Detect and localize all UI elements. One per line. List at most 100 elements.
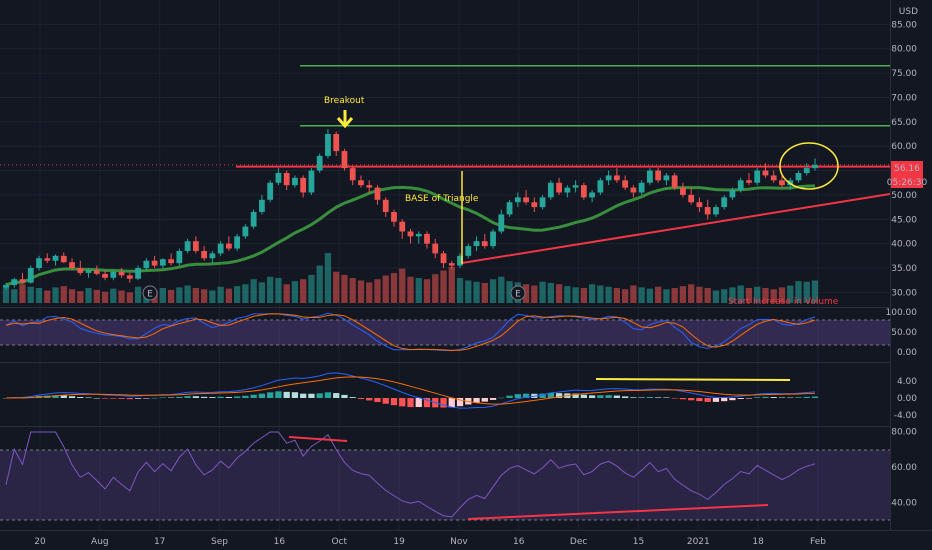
volume-bar [432,274,439,303]
candle-body [490,231,496,247]
price-tick-label-8: 45.00 [891,215,917,225]
volume-bar [283,284,290,303]
candle-body [176,250,183,264]
candle [490,229,496,249]
volume-bar [547,283,554,303]
volume-bar [481,283,488,303]
volume-bar [176,287,183,303]
candle [514,192,521,208]
candle [671,172,678,191]
candle [680,182,686,198]
time-tick-label-11: 2021 [687,537,710,547]
candle [209,250,216,264]
volume-bar [407,276,414,303]
volume-bar [423,279,431,303]
volume-bar [704,288,711,303]
macd-histogram-bar [704,398,711,402]
volume-bar [110,288,117,303]
candle-body [613,175,620,181]
volume-bar [291,281,299,303]
candle [572,180,579,193]
macd-histogram-bar [52,395,59,398]
candle-body [283,172,290,186]
rsi-band [0,450,890,520]
volume-annotation: Start Increase in Volume [728,297,839,307]
macd-histogram-bar [473,398,480,403]
candle-body [762,170,769,176]
volume-bar [85,288,92,303]
candle [283,170,290,191]
time-tick-label-5: Oct [331,537,347,547]
candle [613,168,620,183]
candle [135,265,141,281]
macd-histogram-bar [167,397,175,399]
candle [225,236,232,251]
candle-body [655,170,662,181]
candle-body [638,182,645,193]
time-tick-label-8: 16 [513,537,525,547]
candle [638,180,645,195]
macd-histogram-bar [630,397,637,398]
candle [605,170,612,186]
volume-bar [60,286,67,303]
candle-body [713,207,719,215]
macd-histogram-bar [745,398,753,399]
breakout-arrow-icon [336,110,354,129]
volume-bar [52,287,59,303]
earnings-marker-2-label: E [515,290,521,300]
rsi-tick-label-1: 60.00 [891,463,917,473]
macd-histogram-bar [349,397,356,398]
macd-histogram-bar [795,397,802,398]
volume-bar [374,279,381,303]
candle [531,197,538,212]
candle-body [506,202,513,215]
macd-histogram-bar [787,397,794,399]
candle-body [481,241,488,247]
price-tick-label-2: 75.00 [891,69,917,79]
macd-histogram-bar [712,398,720,402]
breakout-label: Breakout [324,96,365,106]
candle-body [19,279,26,283]
candle-body [391,211,397,222]
countdown-value: 05:26:30 [887,178,928,188]
volume-bar [588,284,596,303]
candle-body [225,243,232,249]
candle-body [465,246,472,256]
candle [580,182,587,200]
macd-histogram-bar [291,392,299,398]
volume-bar [605,286,612,303]
macd-histogram-bar [85,397,92,398]
candle [803,163,810,176]
candle [11,277,18,288]
macd-histogram-bar [671,398,678,399]
macd-histogram-bar [498,397,505,399]
candle-body [589,192,596,198]
volume-bar [506,281,513,303]
candle [663,172,670,186]
volume-bar [134,286,142,303]
volume-bar [126,292,133,303]
volume-bar [44,290,51,303]
volume-bar [349,278,356,303]
volume-bar [250,279,257,303]
macd-histogram-bar [258,393,266,398]
macd-histogram-bar [737,398,744,399]
candle-body [159,259,166,266]
macd-histogram-bar [357,398,365,399]
macd-histogram-bar [217,396,224,398]
macd-histogram-bar [399,398,406,407]
time-tick-label-7: Nov [450,537,468,547]
candle-body [572,185,579,188]
candle-body [217,243,224,254]
candle [391,209,397,227]
volume-bar [357,280,365,303]
macd-histogram-bar [333,393,340,398]
macd-histogram-bar [729,398,736,401]
macd-histogram-bar [275,391,282,398]
candle-body [209,253,216,259]
candle-body [143,260,150,269]
candle [52,254,59,266]
candle-body [770,175,777,181]
macd-histogram-bar [250,394,257,398]
macd-histogram-bar [341,394,348,398]
